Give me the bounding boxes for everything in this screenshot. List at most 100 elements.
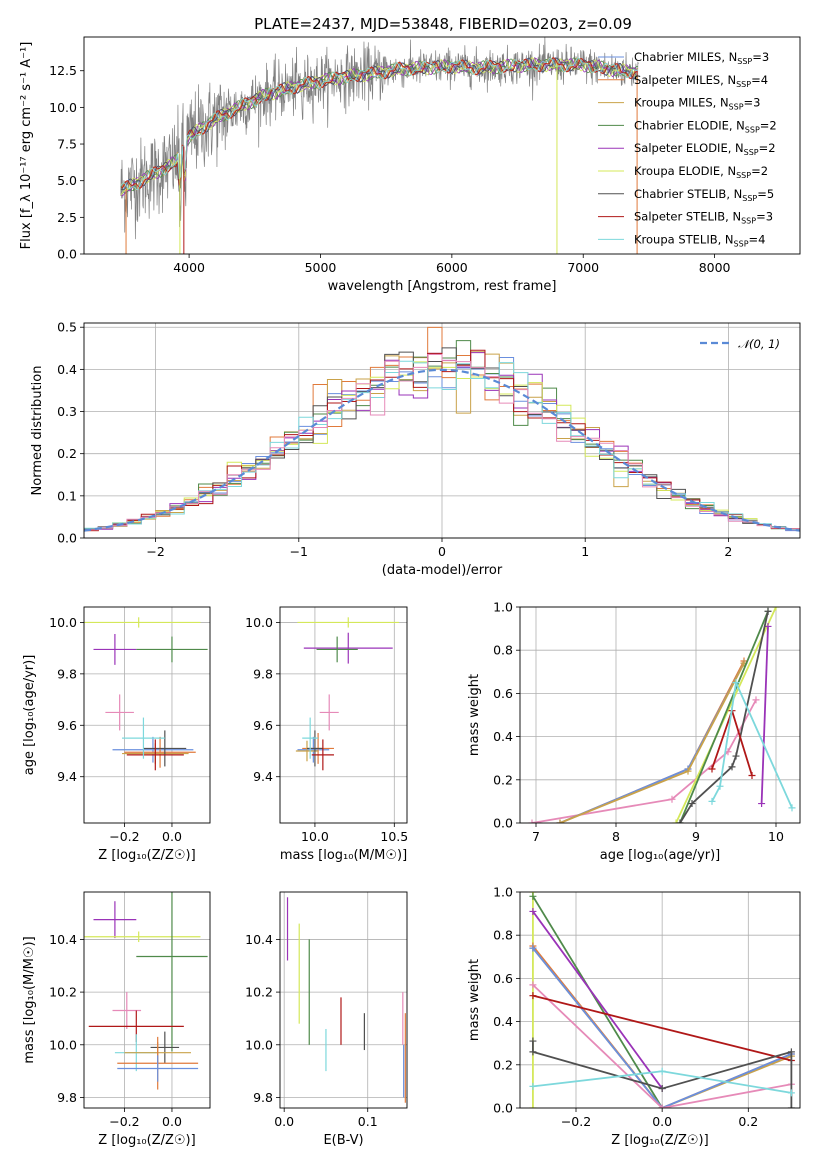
y-tick-label: 12.5 (49, 63, 77, 78)
point-marker-kroupa_stelib (716, 782, 724, 790)
y-tick-label: 9.4 (57, 769, 77, 784)
y-tick-label: 0.1 (57, 488, 77, 503)
point-marker-chabrier_stelib (728, 763, 736, 771)
point-marker-kroupa_stelib (658, 1067, 666, 1075)
legend-entry: Salpeter STELIB, NSSP=3 (634, 210, 773, 226)
series-line-kroupa_stelib (711, 681, 793, 809)
y-tick-label: 9.6 (253, 718, 273, 733)
x-tick-label: 7 (532, 829, 540, 844)
series-line-chabrier_miles (532, 947, 792, 1108)
point-marker-pink (528, 819, 536, 823)
legend-entry: Kroupa ELODIE, NSSP=2 (634, 164, 768, 180)
point-marker-salpeter_elodie (764, 622, 772, 630)
legend-entry: Kroupa STELIB, NSSP=4 (634, 232, 765, 248)
y-tick-label: 0.6 (493, 971, 513, 986)
age-vs-Z-panel: −0.2 0.0 9.4 9.6 9.8 10.0 Z [log₁₀(Z/Z☉)] age [… (22, 606, 211, 863)
point-marker-salpeter_stelib (748, 771, 756, 779)
y-tick-label: 10.0 (245, 615, 273, 630)
y-tick-label: 0.4 (57, 362, 77, 377)
spectrum-panel: 4000 5000 6000 7000 8000 0.0 2.5 5.0 7.5 10.0 12.5… (19, 36, 801, 294)
y-axis-label: Flux [f_λ 10⁻¹⁷ erg cm⁻² s⁻¹ A⁻¹] (19, 42, 34, 250)
age-vs-mass-panel: 10.0 10.5 9.4 9.6 9.8 10.0 mass [log₁₀(M/M☉)] (245, 606, 408, 863)
legend-entry: 𝒩(0, 1) (738, 337, 780, 351)
y-tick-label: 0.2 (493, 1057, 513, 1072)
point-marker-kroupa_elodie (672, 819, 680, 823)
x-axis-label: Z [log₁₀(Z/Z☉)] (98, 1133, 195, 1148)
point-marker-kroupa_elodie (529, 1104, 537, 1108)
point-marker-pink (752, 696, 760, 704)
point-marker-salpeter_stelib (529, 992, 537, 1000)
y-tick-label: 0.8 (493, 643, 513, 658)
point-marker-kroupa_stelib (788, 804, 796, 812)
x-tick-label: 0.1 (358, 1114, 378, 1129)
x-tick-label: 5000 (305, 260, 337, 275)
y-tick-label: 0.0 (493, 816, 513, 831)
y-tick-label: 0.8 (493, 928, 513, 943)
histogram-pink (84, 353, 800, 538)
y-tick-label: 10.0 (245, 1037, 273, 1052)
x-tick-label: −0.2 (561, 1114, 591, 1129)
point-marker-chabrier_stelib (732, 752, 740, 760)
y-tick-label: 0.5 (57, 320, 77, 335)
y-tick-label: 9.8 (57, 666, 77, 681)
mass-vs-Z-plot-area (84, 892, 208, 1090)
y-tick-label: 10.2 (245, 985, 273, 1000)
legend-entry: Salpeter MILES, NSSP=4 (634, 73, 768, 89)
x-tick-label: −1 (290, 544, 308, 559)
y-tick-label: 7.5 (57, 137, 77, 152)
y-tick-label: 10.4 (49, 932, 77, 947)
y-tick-label: 10.2 (49, 985, 77, 1000)
x-tick-label: −0.2 (109, 1114, 139, 1129)
point-marker-chabrier_miles (529, 944, 537, 952)
data-spectrum-line (120, 37, 639, 240)
histogram-legend: 𝒩(0, 1) (700, 337, 780, 351)
x-tick-label: 0.0 (162, 1114, 182, 1129)
histogram-salpeter_stelib (84, 349, 800, 538)
series-line-pink (532, 984, 792, 1108)
point-marker-chabrier_stelib (787, 1104, 795, 1108)
x-tick-label: 10.5 (380, 829, 408, 844)
residuals-panel: −2 −1 0 1 2 0.0 0.1 0.2 0.3 0.4 0.5 (data-model)/er… (30, 320, 801, 578)
series-line-kroupa_elodie (675, 607, 777, 823)
legend-entry: Salpeter ELODIE, NSSP=2 (634, 141, 776, 157)
y-tick-label: 9.8 (253, 666, 273, 681)
point-marker-chabrier_stelib (787, 1048, 795, 1056)
y-tick-label: 1.0 (493, 885, 513, 900)
point-marker-kroupa_stelib (529, 1082, 537, 1090)
x-tick-label: 0 (438, 544, 446, 559)
y-tick-label: 9.4 (253, 769, 273, 784)
y-tick-label: 0.3 (57, 404, 77, 419)
y-tick-label: 9.6 (57, 718, 77, 733)
y-axis-label: mass weight (467, 959, 482, 1041)
x-tick-label: 8 (612, 829, 620, 844)
point-marker-pink (658, 1104, 666, 1108)
model-line-chabrier_miles (120, 57, 639, 192)
x-tick-label: −0.2 (109, 829, 139, 844)
y-tick-label: 9.8 (253, 1090, 273, 1105)
x-tick-label: 4000 (173, 260, 205, 275)
figure-title: PLATE=2437, MJD=53848, FIBERID=0203, z=0… (254, 15, 632, 33)
massweight-vs-Z-plot-area (529, 892, 795, 1108)
y-tick-label: 10.4 (245, 932, 273, 947)
y-axis-label: age [log₁₀(age/yr)] (22, 655, 37, 776)
point-marker-kroupa_stelib (732, 679, 740, 687)
series-line-salpeter_elodie (760, 626, 769, 804)
model-line-chabrier_stelib (120, 57, 639, 192)
point-marker-pink (529, 981, 537, 989)
y-tick-label: 5.0 (57, 173, 77, 188)
point-marker-salpeter_elodie (758, 800, 766, 808)
y-tick-label: 0.6 (493, 686, 513, 701)
legend-entry: Chabrier MILES, NSSP=3 (634, 50, 769, 66)
series-line-salpeter_stelib (532, 994, 792, 1062)
point-marker-chabrier_stelib (658, 1085, 666, 1093)
mass-vs-Z-frame (83, 891, 211, 1109)
massweight-vs-age-plot-area (528, 607, 796, 823)
massweight-vs-age-panel: 7 8 9 10 0.0 0.2 0.4 0.6 0.8 1.0 age [log₁₀(age/yr… (467, 600, 801, 863)
y-tick-label: 0.0 (57, 247, 77, 262)
x-tick-label: 0.0 (274, 1114, 294, 1129)
massweight-vs-Z-frame (519, 891, 801, 1109)
age-vs-mass-frame (279, 606, 408, 824)
y-tick-label: 1.0 (493, 600, 513, 615)
age-vs-mass-plot-area (295, 617, 400, 771)
x-axis-label: mass [log₁₀(M/M☉)] (280, 848, 407, 863)
